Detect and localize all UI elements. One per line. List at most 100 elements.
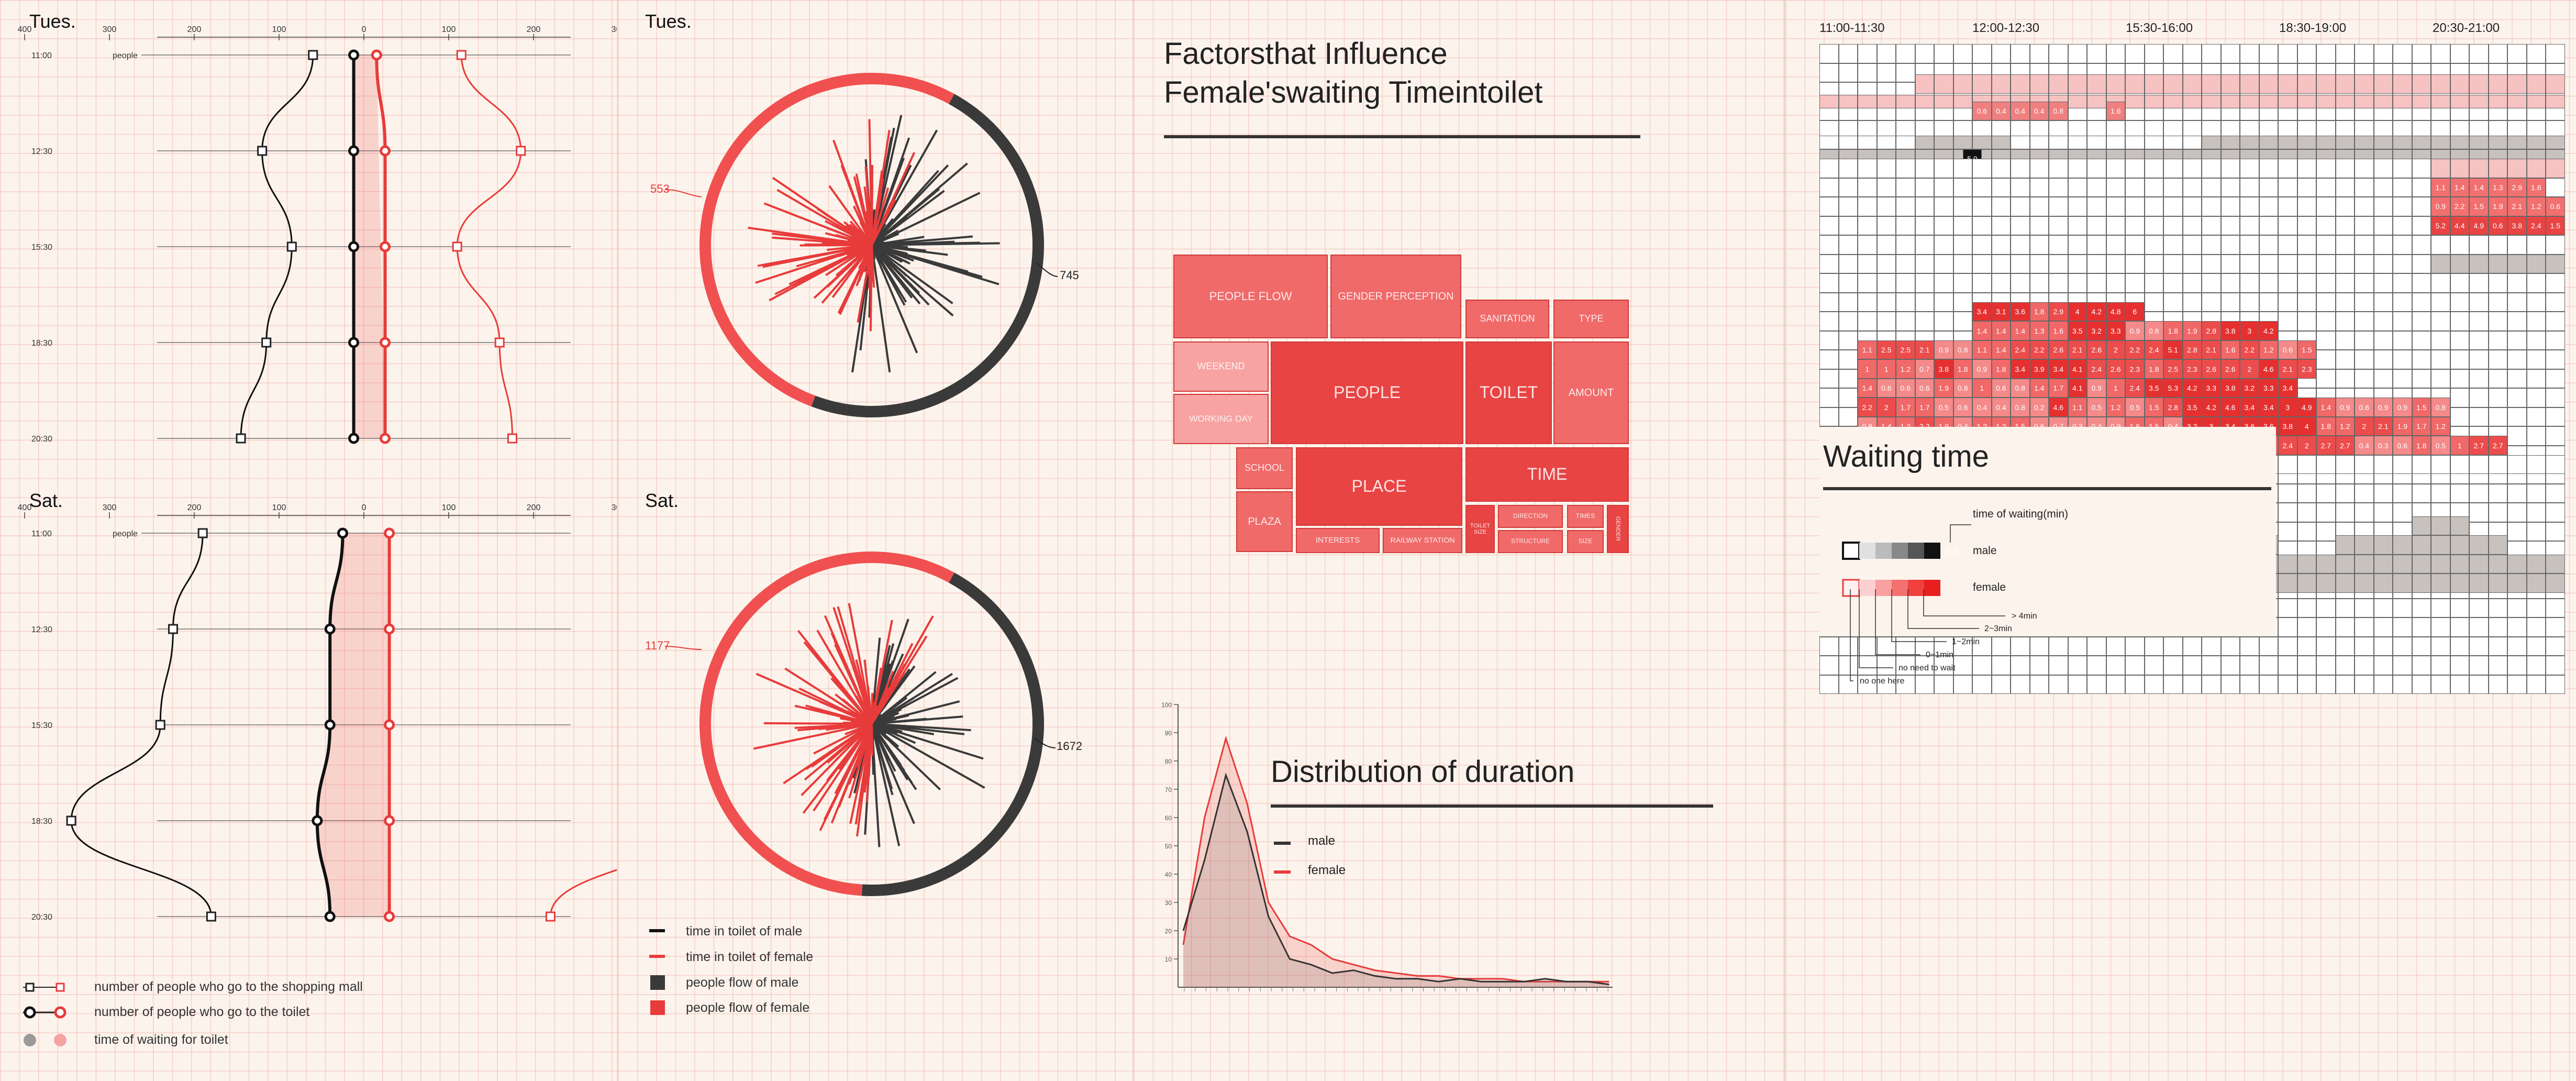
female-scale-swatch [1924, 580, 1940, 596]
female-time-ray [832, 607, 873, 724]
male-band [1896, 136, 1915, 149]
grid-cell [1858, 197, 1877, 216]
grid-cell [2335, 216, 2355, 235]
grid-cell [1877, 178, 1896, 197]
grid-cell [2488, 44, 2507, 63]
grid-cell [2049, 159, 2068, 178]
female-time-ray [834, 644, 873, 724]
male-mall-point [308, 50, 318, 60]
female-band [2526, 74, 2546, 94]
grid-cell [2316, 159, 2336, 178]
grid-cell [1934, 159, 1953, 178]
grid-cell [1934, 197, 1953, 216]
grid-cell [2335, 197, 2355, 216]
factor-box: GENDER [1607, 505, 1629, 553]
female-time-ray [772, 233, 872, 246]
radial-panel: Tues. Sat. 553 745 1177 1672 time in toi… [618, 0, 1134, 1081]
male-band [2163, 136, 2183, 149]
male-band [2049, 136, 2068, 149]
profile-panel: Tues. Sat. 400 300 200 100 0 100 200 300 400 11:0… [0, 0, 618, 1081]
male-time-ray [871, 244, 907, 303]
female-band [2546, 74, 2565, 94]
grid-cell [2297, 216, 2316, 235]
grid-cell [2068, 216, 2087, 235]
grid-cell [2144, 178, 2163, 197]
tues-male-total: 745 [1060, 269, 1079, 282]
grid-cell [2335, 178, 2355, 197]
female-scale-swatch [1842, 579, 1860, 597]
grid-cell [2182, 216, 2202, 235]
male-scale-swatch [1924, 543, 1940, 559]
level-no-wait: no need to wait [1898, 664, 1956, 672]
grid-cell [1972, 44, 1992, 63]
female-band [2412, 95, 2431, 108]
grid-cell [2373, 159, 2393, 178]
grid-cell [1838, 178, 1858, 197]
factor-box: TIMES [1567, 505, 1604, 528]
female-value: 0.6 [1972, 101, 1992, 120]
male-time-ray [871, 244, 913, 299]
time-header: 20:30-21:00 [2433, 21, 2500, 35]
grid-cell [2355, 216, 2374, 235]
grid-cell [2163, 178, 2183, 197]
legend-mall-label: number of people who go to the shopping … [94, 979, 363, 994]
grid-cell [2087, 44, 2106, 63]
grid-cell [2373, 178, 2393, 197]
female-band [1896, 95, 1915, 108]
female-band [2393, 95, 2412, 108]
grid-cell [2068, 197, 2087, 216]
female-band [2125, 74, 2145, 94]
grid-cell [2125, 44, 2145, 63]
female-time-ray [763, 202, 872, 246]
level-leader [1850, 589, 1853, 681]
grid-cell [2393, 178, 2412, 197]
grid-cell [2259, 197, 2278, 216]
people-label: people [113, 51, 138, 60]
female-toilet-point [384, 719, 395, 731]
grid-cell [1972, 178, 1992, 197]
time-label: 12:30 [31, 147, 52, 156]
female-time-ray [871, 704, 885, 725]
female-flow-arc [699, 551, 954, 896]
distribution-chart: 100 90 80 70 60 50 40 30 20 10 [1161, 701, 1613, 991]
grid-cell [1934, 44, 1953, 63]
male-band [2488, 136, 2507, 149]
legend-mall-markers [23, 983, 65, 992]
female-time-ray [858, 245, 873, 282]
dist-y-label: 60 [1165, 814, 1172, 822]
axis-tick-label: 400 [18, 503, 32, 512]
male-band [2373, 136, 2393, 149]
male-scale-swatch [1892, 543, 1908, 559]
grid-cell [2029, 159, 2049, 178]
female-band [2373, 74, 2393, 94]
male-band [1819, 136, 1839, 149]
grid-cell [1953, 216, 1972, 235]
grid-cell [2373, 216, 2393, 235]
female-band [2507, 74, 2527, 94]
male-time-ray [871, 242, 1000, 246]
female-band [2373, 95, 2393, 108]
female-band [1953, 95, 1972, 108]
dist-y-label: 30 [1165, 899, 1172, 907]
grid-cell [1877, 63, 1896, 82]
male-band [2240, 136, 2259, 149]
sat-radial-title: Sat. [645, 490, 679, 511]
grid-cell [2087, 159, 2106, 178]
grid-cell [2049, 216, 2068, 235]
male-mall-point [155, 720, 165, 730]
male-time-ray [871, 225, 896, 246]
grid-cell [1858, 63, 1877, 82]
axis-tick-label: 100 [442, 503, 456, 512]
factor-box: PLACE [1296, 447, 1462, 526]
level-leader [1875, 589, 1920, 655]
grid-cell [2163, 197, 2183, 216]
factor-box: PLAZA [1236, 491, 1293, 552]
grid-cell [2125, 159, 2145, 178]
time-unit-label: time of waiting(min) [1973, 508, 2069, 520]
grid-cell [1915, 44, 1934, 63]
male-band [2335, 136, 2355, 149]
axis-tick-label: 200 [187, 503, 202, 512]
tues-female-total: 553 [650, 182, 670, 195]
female-band [2469, 74, 2489, 94]
level-0to1: 0~1min [1926, 650, 1953, 659]
